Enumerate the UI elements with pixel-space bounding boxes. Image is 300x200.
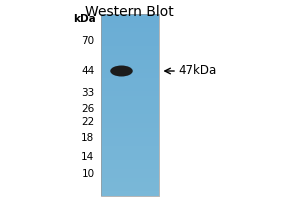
Bar xyxy=(100,191,159,196)
Bar xyxy=(100,77,159,82)
Bar xyxy=(100,14,159,19)
Bar xyxy=(100,55,159,60)
Ellipse shape xyxy=(110,66,133,76)
Bar xyxy=(100,109,159,114)
Bar xyxy=(100,100,159,105)
Bar xyxy=(100,14,159,196)
Bar xyxy=(100,82,159,87)
Text: Western Blot: Western Blot xyxy=(85,5,173,19)
Bar xyxy=(100,136,159,141)
Bar xyxy=(100,132,159,137)
Bar xyxy=(100,168,159,173)
Bar xyxy=(100,177,159,182)
Bar xyxy=(100,141,159,146)
Bar xyxy=(100,41,159,46)
Bar xyxy=(100,105,159,110)
Bar xyxy=(100,114,159,119)
Bar xyxy=(100,32,159,37)
Bar xyxy=(100,91,159,96)
Bar xyxy=(100,86,159,91)
Bar xyxy=(100,127,159,132)
Bar xyxy=(100,182,159,187)
Text: 22: 22 xyxy=(81,117,94,127)
Bar xyxy=(100,64,159,69)
Bar xyxy=(100,73,159,78)
Bar xyxy=(100,164,159,169)
Text: 10: 10 xyxy=(81,169,94,179)
Bar xyxy=(100,118,159,123)
Bar xyxy=(100,23,159,28)
Text: 26: 26 xyxy=(81,104,94,114)
Bar xyxy=(100,186,159,191)
Bar xyxy=(100,159,159,164)
Bar xyxy=(100,59,159,64)
Bar xyxy=(100,95,159,100)
Bar xyxy=(100,18,159,23)
Bar xyxy=(100,36,159,41)
Text: 33: 33 xyxy=(81,88,94,98)
Bar xyxy=(100,150,159,155)
Text: 47kDa: 47kDa xyxy=(178,64,217,77)
Bar xyxy=(100,27,159,32)
Bar xyxy=(100,68,159,73)
Bar xyxy=(100,146,159,150)
Bar xyxy=(100,45,159,50)
Bar xyxy=(100,123,159,128)
Text: 18: 18 xyxy=(81,133,94,143)
Text: kDa: kDa xyxy=(73,14,96,24)
Bar xyxy=(100,173,159,178)
Bar xyxy=(100,50,159,55)
Text: 70: 70 xyxy=(81,36,94,46)
Text: 44: 44 xyxy=(81,66,94,76)
Text: 14: 14 xyxy=(81,152,94,162)
Bar xyxy=(100,155,159,160)
